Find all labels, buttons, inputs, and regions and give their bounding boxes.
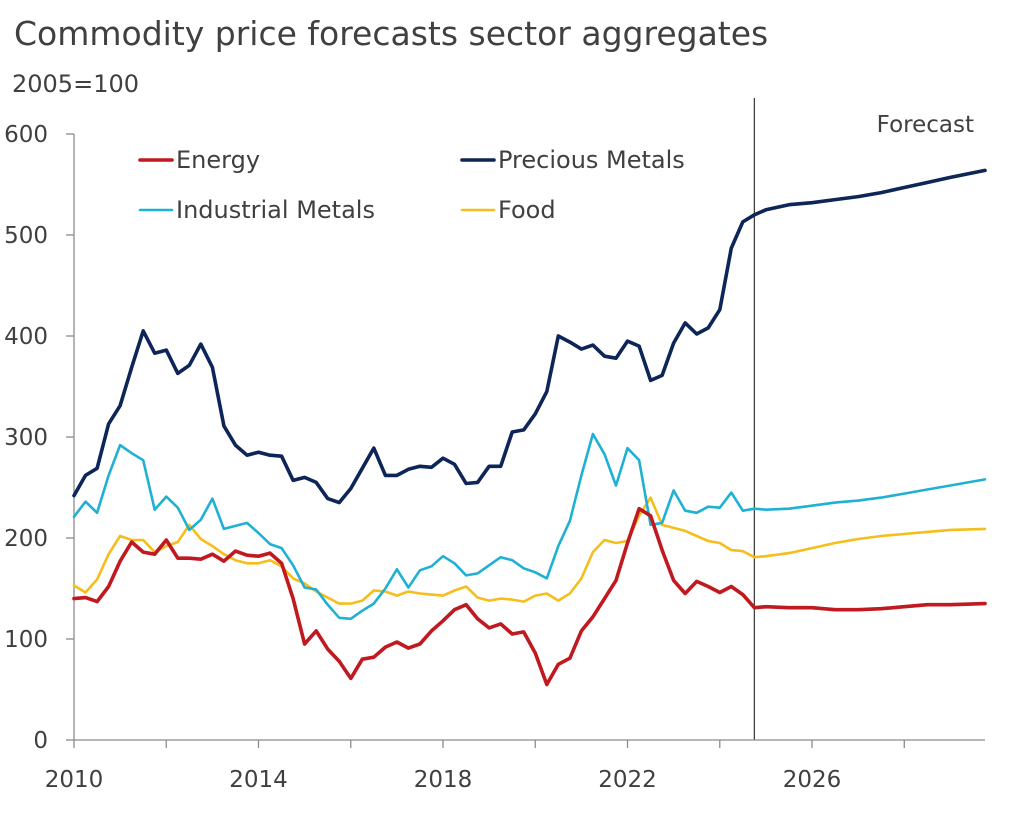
legend-label: Industrial Metals — [176, 196, 375, 224]
y-tick-label: 300 — [4, 425, 48, 451]
y-tick-label: 100 — [4, 627, 48, 653]
chart-title: Commodity price forecasts sector aggrega… — [14, 14, 769, 53]
y-tick-label: 400 — [4, 324, 48, 350]
forecast-marker: Forecast — [753, 98, 974, 740]
legend: Energy Precious Metals Industrial Metals Fo… — [138, 146, 685, 224]
y-tick-label: 0 — [33, 728, 48, 754]
x-tick-label: 2022 — [598, 767, 657, 793]
unit-label: 2005=100 — [12, 70, 139, 98]
y-tick-label: 200 — [4, 526, 48, 552]
legend-label: Energy — [176, 146, 260, 174]
legend-label: Precious Metals — [498, 146, 685, 174]
series-line-energy — [72, 506, 987, 687]
axes: 0 100 200 300 400 500 600 2010 2014 2018 2022 2026 — [4, 122, 985, 793]
x-tick-label: 2014 — [229, 767, 288, 793]
legend-label: Food — [498, 196, 556, 224]
y-tick-label: 500 — [4, 223, 48, 249]
series-line-food — [72, 496, 987, 605]
series-line-precious-metals — [72, 168, 987, 505]
forecast-label: Forecast — [877, 112, 974, 138]
x-tick-label: 2010 — [45, 767, 104, 793]
x-tick-label: 2026 — [783, 767, 842, 793]
series-lines — [72, 168, 987, 687]
x-tick-label: 2018 — [414, 767, 473, 793]
y-tick-label: 600 — [4, 122, 48, 148]
series-line-industrial-metals — [72, 432, 987, 621]
